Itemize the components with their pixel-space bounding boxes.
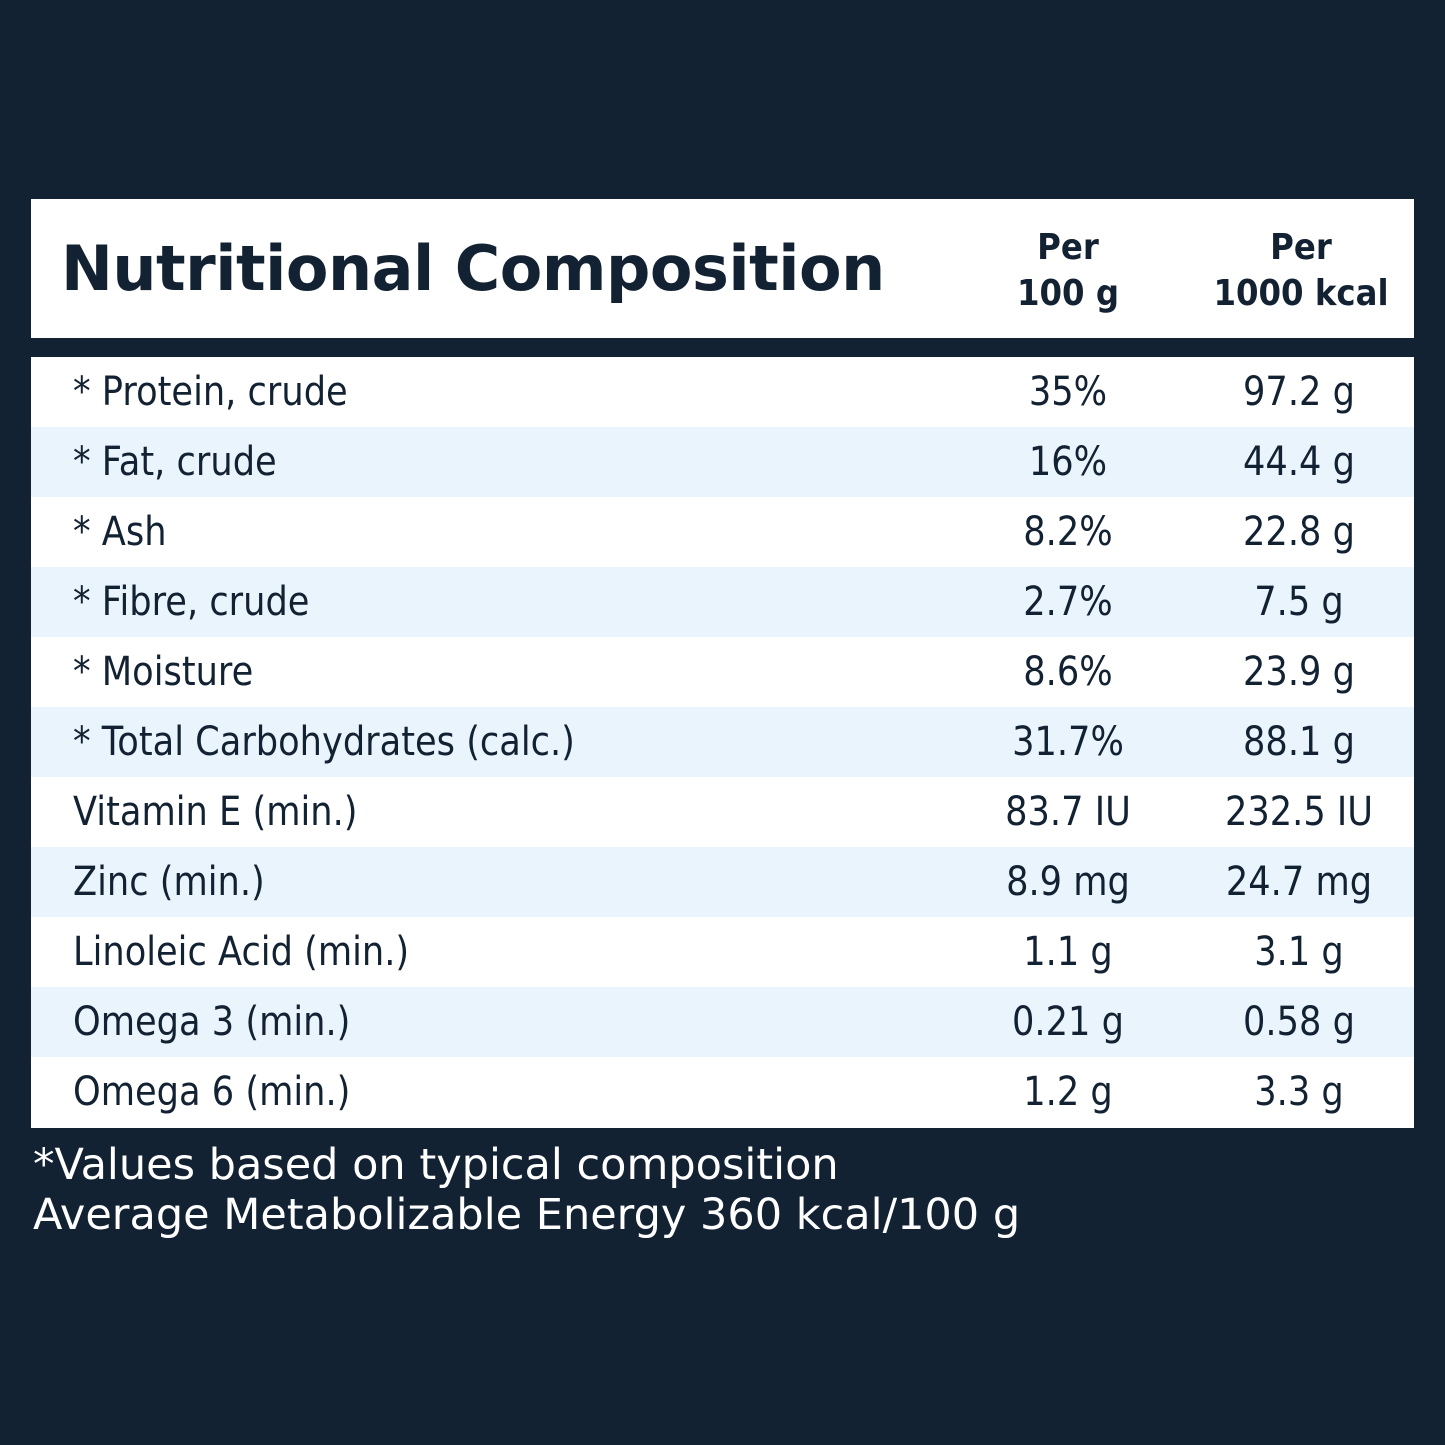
nutrient-name: Zinc (min.): [73, 859, 265, 905]
value-per-100g: 1.2 g: [1023, 1069, 1113, 1115]
value-per-100g: 8.2%: [1023, 509, 1113, 555]
table-row: * Fibre, crude 2.7% 7.5 g: [31, 567, 1414, 637]
value-per-1000kcal: 88.1 g: [1243, 719, 1355, 765]
table-row: Omega 6 (min.) 1.2 g 3.3 g: [31, 1057, 1414, 1127]
value-per-1000kcal: 44.4 g: [1243, 439, 1355, 485]
nutrient-name: * Moisture: [73, 649, 254, 695]
nutrient-name: * Fibre, crude: [73, 579, 310, 625]
nutrient-name: * Total Carbohydrates (calc.): [73, 719, 575, 765]
column-header-per-100g-line2: 100 g: [1016, 273, 1120, 314]
table-row: Omega 3 (min.) 0.21 g 0.58 g: [31, 987, 1414, 1057]
value-per-100g: 8.9 mg: [1006, 859, 1130, 905]
value-per-100g: 2.7%: [1023, 579, 1113, 625]
nutrient-name: Vitamin E (min.): [73, 789, 358, 835]
value-per-1000kcal: 3.1 g: [1254, 929, 1344, 975]
footnote-typical-composition: *Values based on typical composition: [33, 1140, 839, 1190]
value-per-1000kcal: 0.58 g: [1243, 999, 1355, 1045]
value-per-1000kcal: 3.3 g: [1254, 1069, 1344, 1115]
value-per-1000kcal: 22.8 g: [1243, 509, 1355, 555]
table-row: Linoleic Acid (min.) 1.1 g 3.1 g: [31, 917, 1414, 987]
value-per-1000kcal: 97.2 g: [1243, 369, 1355, 415]
nutrient-name: * Fat, crude: [73, 439, 277, 485]
footnote-metabolizable-energy: Average Metabolizable Energy 360 kcal/10…: [33, 1190, 1021, 1240]
column-header-per-1000kcal-line2: 1000 kcal: [1213, 273, 1389, 314]
value-per-100g: 8.6%: [1023, 649, 1113, 695]
value-per-100g: 31.7%: [1012, 719, 1124, 765]
table-row: * Moisture 8.6% 23.9 g: [31, 637, 1414, 707]
table-row: * Ash 8.2% 22.8 g: [31, 497, 1414, 567]
value-per-100g: 1.1 g: [1023, 929, 1113, 975]
table-title: Nutritional Composition: [61, 232, 885, 305]
nutrient-name: * Protein, crude: [73, 369, 348, 415]
footnotes: *Values based on typical composition Ave…: [33, 1140, 1020, 1240]
value-per-100g: 0.21 g: [1012, 999, 1124, 1045]
value-per-100g: 16%: [1028, 439, 1108, 485]
value-per-100g: 35%: [1028, 369, 1108, 415]
nutrient-name: * Ash: [73, 509, 167, 555]
table-row: Vitamin E (min.) 83.7 IU 232.5 IU: [31, 777, 1414, 847]
value-per-100g: 83.7 IU: [1005, 789, 1131, 835]
value-per-1000kcal: 23.9 g: [1243, 649, 1355, 695]
nutrition-table: * Protein, crude 35% 97.2 g * Fat, crude…: [31, 357, 1414, 1128]
column-header-per-1000kcal-line1: Per: [1270, 227, 1332, 268]
column-header-per-100g: Per 100 g: [988, 225, 1148, 317]
nutrient-name: Linoleic Acid (min.): [73, 929, 410, 975]
nutrient-name: Omega 6 (min.): [73, 1069, 351, 1115]
table-row: * Protein, crude 35% 97.2 g: [31, 357, 1414, 427]
table-row: Zinc (min.) 8.9 mg 24.7 mg: [31, 847, 1414, 917]
value-per-1000kcal: 232.5 IU: [1224, 789, 1374, 835]
nutrient-name: Omega 3 (min.): [73, 999, 351, 1045]
table-header: Nutritional Composition Per 100 g Per 10…: [31, 199, 1414, 338]
value-per-1000kcal: 7.5 g: [1254, 579, 1344, 625]
value-per-1000kcal: 24.7 mg: [1225, 859, 1373, 905]
table-row: * Total Carbohydrates (calc.) 31.7% 88.1…: [31, 707, 1414, 777]
column-header-per-100g-line1: Per: [1037, 227, 1099, 268]
column-header-per-1000kcal: Per 1000 kcal: [1186, 225, 1416, 317]
table-row: * Fat, crude 16% 44.4 g: [31, 427, 1414, 497]
